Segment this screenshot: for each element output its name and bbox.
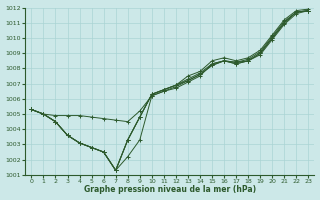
X-axis label: Graphe pression niveau de la mer (hPa): Graphe pression niveau de la mer (hPa): [84, 185, 256, 194]
